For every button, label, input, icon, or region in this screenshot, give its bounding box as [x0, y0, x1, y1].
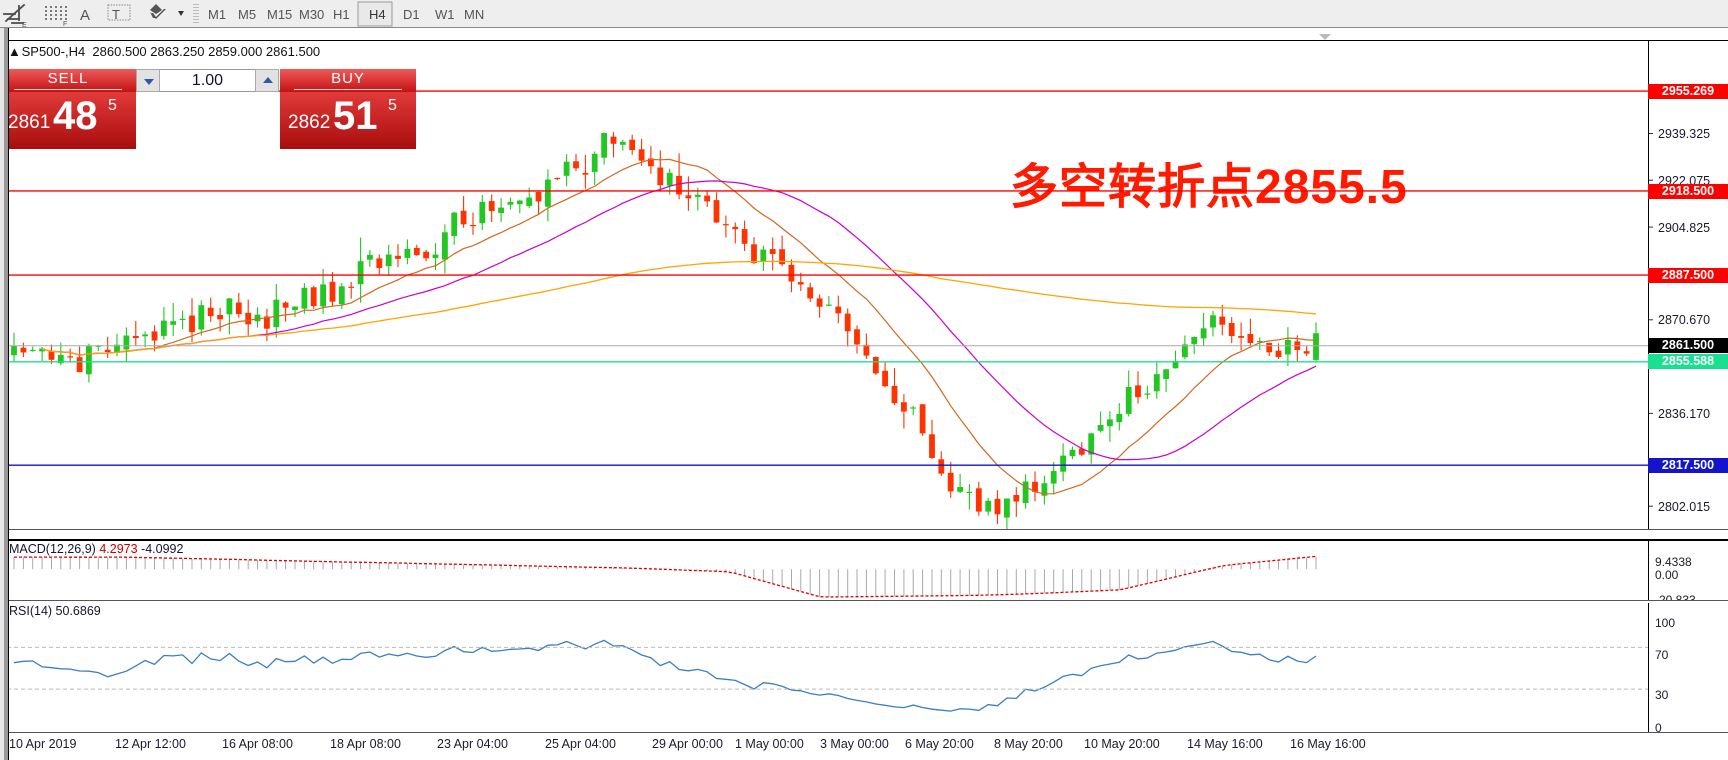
- svg-text:H4: H4: [369, 7, 386, 22]
- svg-text:M15: M15: [267, 7, 292, 22]
- svg-text:F: F: [63, 21, 67, 28]
- svg-text:D1: D1: [403, 7, 420, 22]
- svg-text:M1: M1: [208, 7, 226, 22]
- svg-text:M5: M5: [238, 7, 256, 22]
- svg-text:MN: MN: [464, 7, 484, 22]
- svg-text:E: E: [22, 22, 27, 28]
- svg-text:T: T: [112, 7, 120, 22]
- svg-text:A: A: [80, 7, 90, 24]
- svg-text:H1: H1: [333, 7, 350, 22]
- svg-text:W1: W1: [435, 7, 455, 22]
- svg-text:M30: M30: [299, 7, 324, 22]
